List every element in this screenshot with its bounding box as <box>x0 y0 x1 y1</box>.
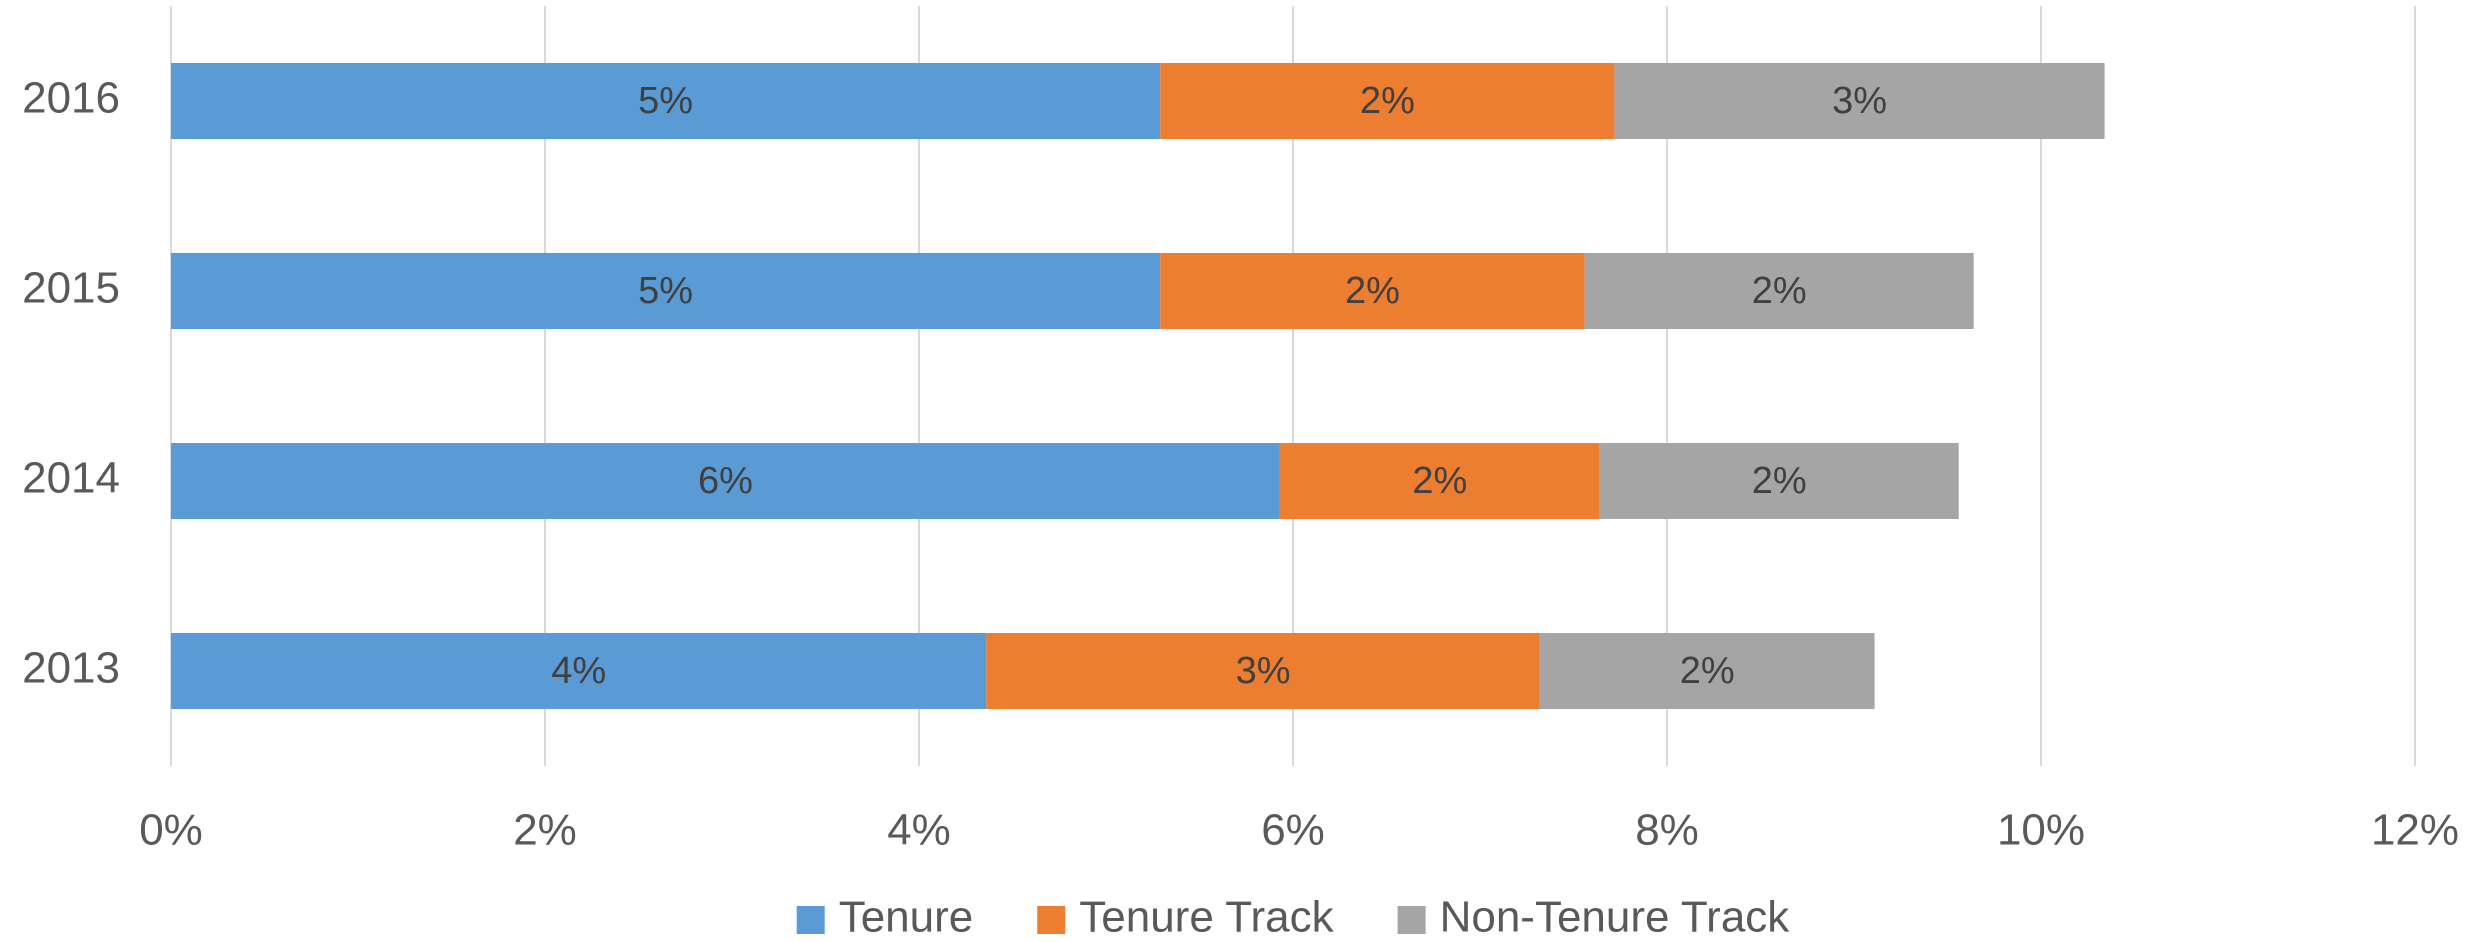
bar-segment <box>1614 63 2105 139</box>
value-label: 2% <box>1680 650 1735 692</box>
value-label: 3% <box>1832 80 1887 122</box>
x-tick-label: 4% <box>887 806 951 855</box>
value-label: 2% <box>1412 460 1467 502</box>
bar-segment <box>1160 253 1585 329</box>
value-label: 2% <box>1345 270 1400 312</box>
x-tick-label: 0% <box>139 806 203 855</box>
y-tick-label: 2016 <box>22 74 120 123</box>
y-tick-label: 2015 <box>22 264 120 313</box>
y-tick-label: 2013 <box>22 644 120 693</box>
bar-segment <box>1279 443 1600 519</box>
value-label: 5% <box>638 270 693 312</box>
bar-segment <box>171 63 1161 139</box>
value-label: 2% <box>1752 460 1807 502</box>
bar-segment <box>1599 443 1959 519</box>
legend-swatch <box>796 906 825 934</box>
x-tick-label: 10% <box>1997 806 2085 855</box>
bar-segment <box>171 633 987 709</box>
x-tick-label: 8% <box>1635 806 1699 855</box>
y-tick-label: 2014 <box>22 454 120 503</box>
bar-segment <box>1584 253 1974 329</box>
x-tick-label: 2% <box>513 806 577 855</box>
legend-label: Tenure Track <box>1079 893 1334 942</box>
bar-segment <box>986 633 1540 709</box>
x-tick-label: 6% <box>1261 806 1325 855</box>
value-label: 2% <box>1360 80 1415 122</box>
value-label: 3% <box>1236 650 1291 692</box>
legend-swatch <box>1037 906 1066 934</box>
value-label: 6% <box>698 460 753 502</box>
legend-swatch <box>1397 906 1426 934</box>
value-label: 5% <box>638 80 693 122</box>
x-tick-label: 12% <box>2371 806 2459 855</box>
bar-segment <box>1539 633 1875 709</box>
bar-segment <box>171 443 1280 519</box>
legend-label: Non-Tenure Track <box>1440 893 1791 942</box>
value-label: 2% <box>1752 270 1807 312</box>
value-label: 4% <box>551 650 606 692</box>
bar-segment <box>1160 63 1615 139</box>
bar-segment <box>171 253 1161 329</box>
legend-label: Tenure <box>839 893 974 942</box>
